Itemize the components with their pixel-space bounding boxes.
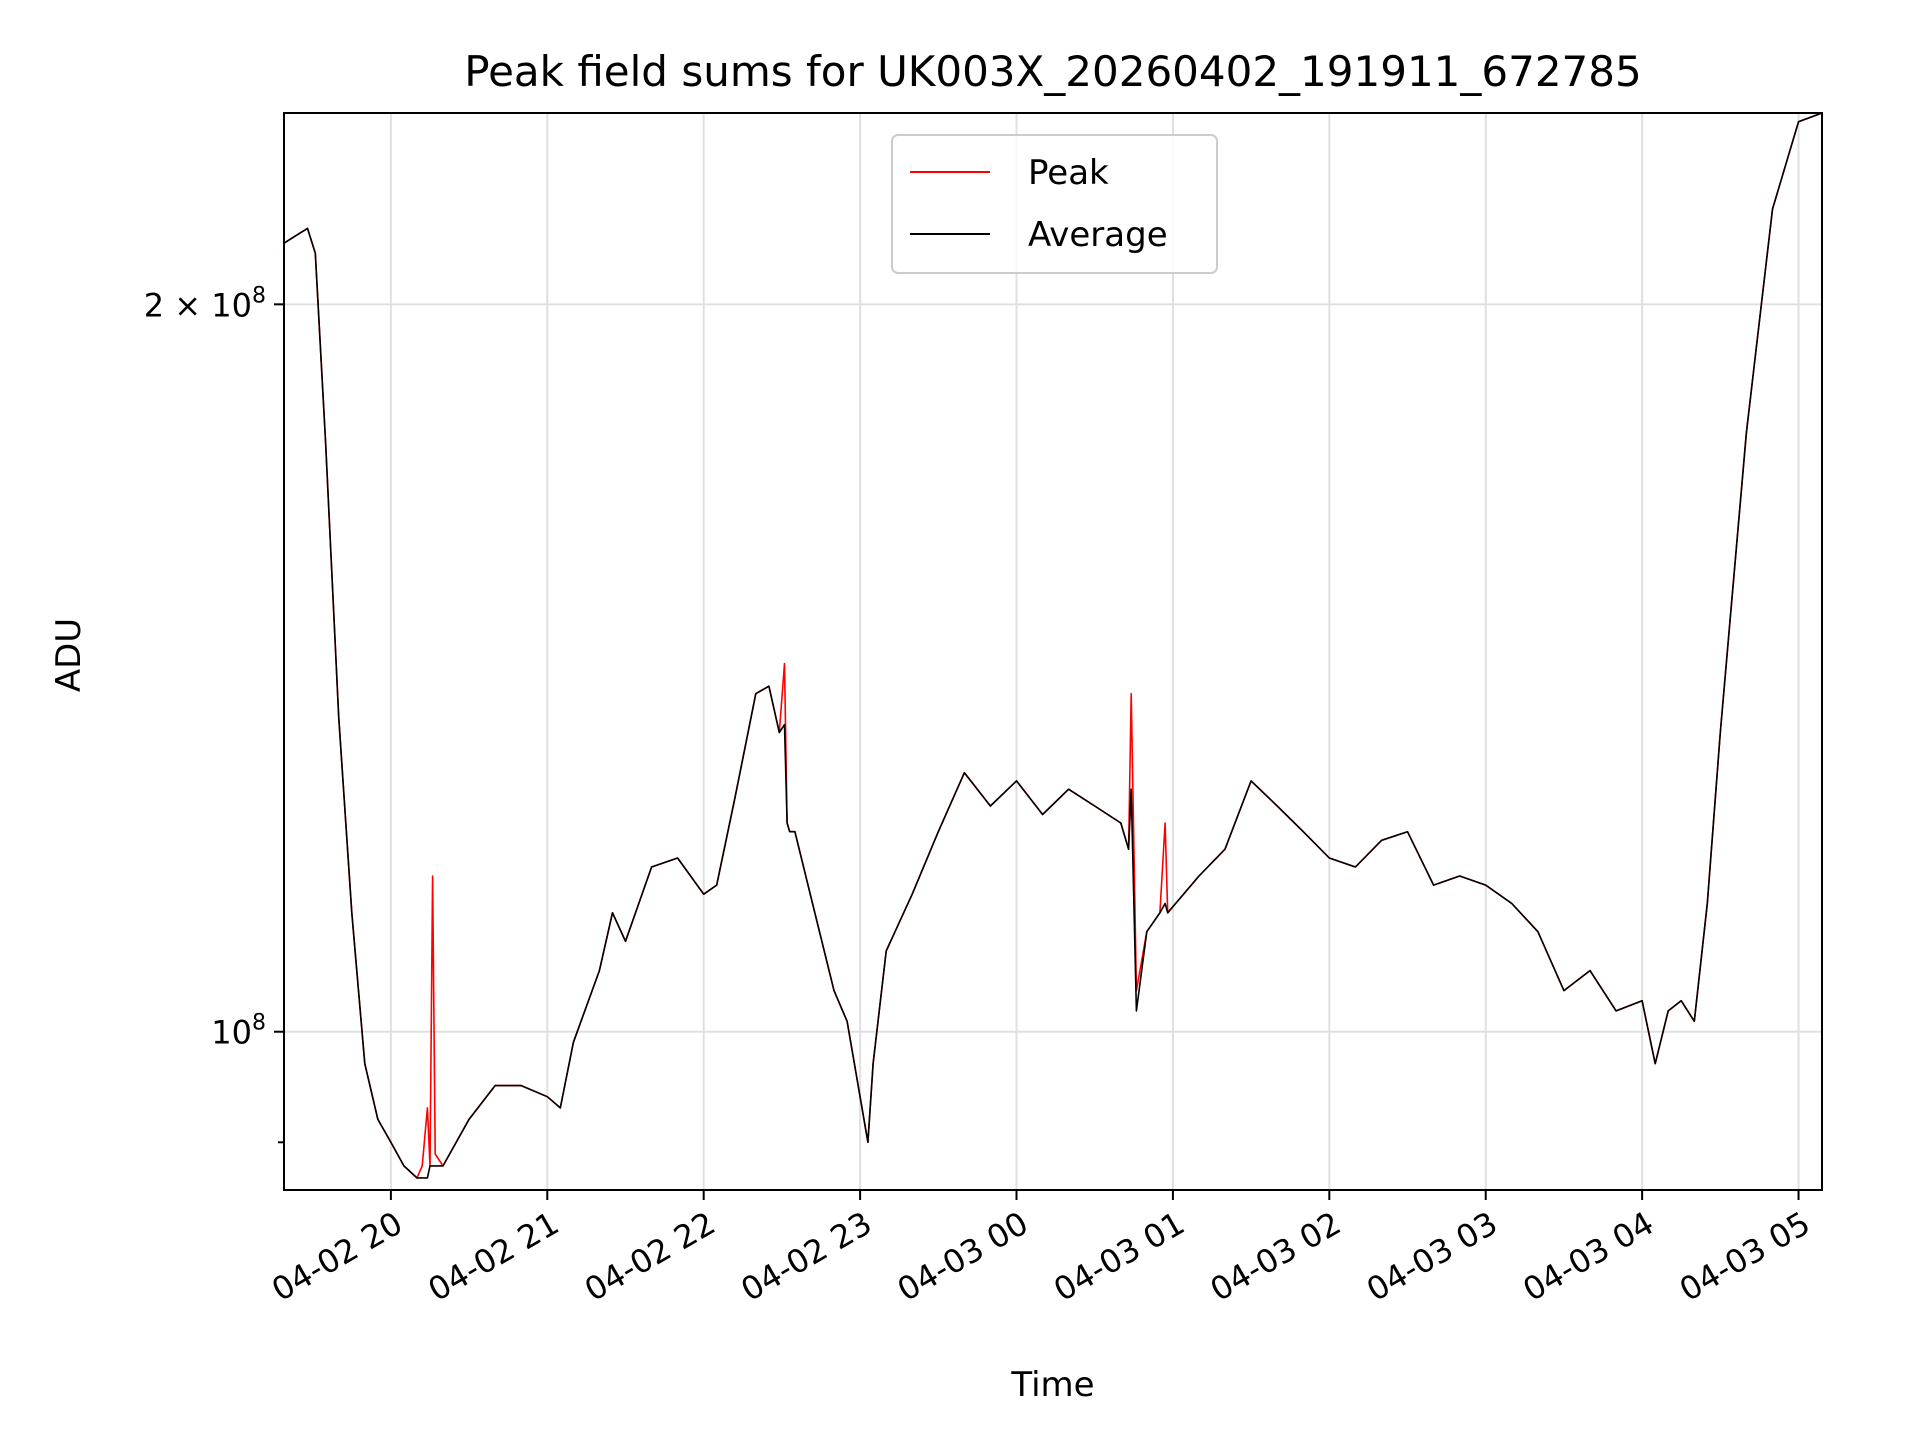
y-axis-label: ADU (49, 618, 89, 692)
legend-box (891, 134, 1218, 274)
series-layer (283, 112, 1823, 1179)
y-tick-label: 2 × 108 (144, 283, 266, 324)
grid-lines (284, 113, 1822, 1190)
legend: Peak Average (891, 134, 1218, 274)
legend-label-average: Average (1028, 215, 1168, 255)
y-tick-label: 108 (211, 1011, 266, 1052)
y-axis: 108 2 × 108 (144, 283, 284, 1144)
plot-frame (283, 112, 1823, 1191)
x-axis-label: Time (1010, 1365, 1094, 1405)
series-line-average (283, 112, 1823, 1179)
legend-label-peak: Peak (1028, 153, 1109, 193)
chart-title: Peak field sums for UK003X_20260402_1919… (464, 47, 1641, 96)
